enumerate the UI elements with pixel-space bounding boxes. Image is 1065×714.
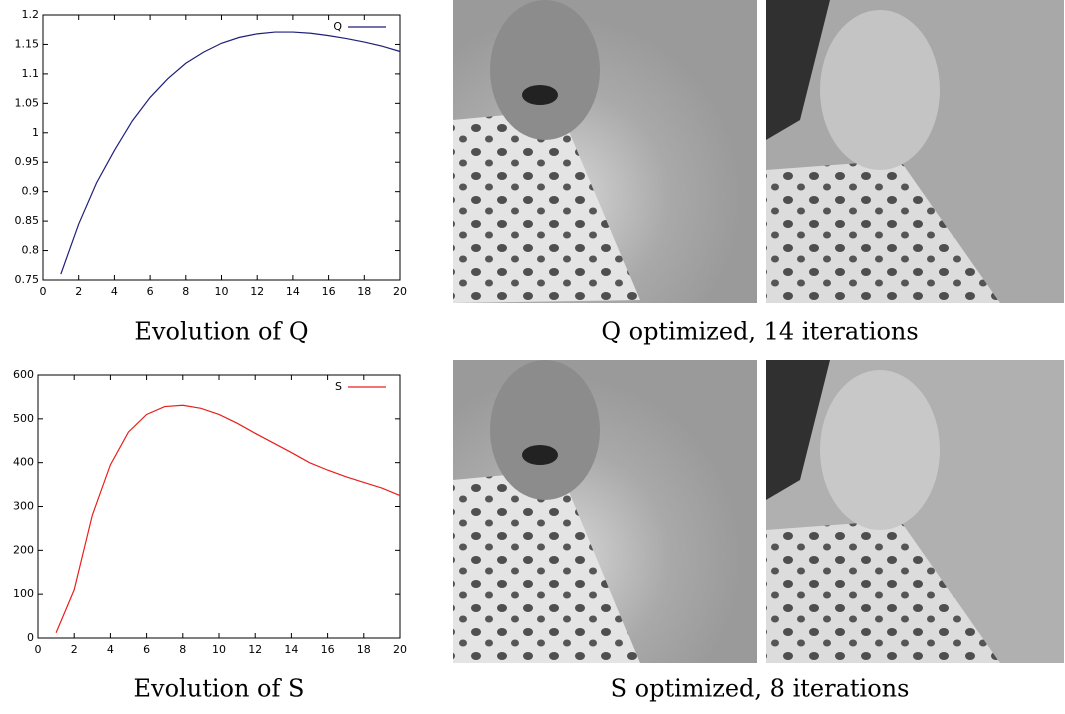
x-tick-label: 6 bbox=[147, 285, 154, 298]
data-line bbox=[60, 31, 401, 275]
photo-panels bbox=[453, 0, 1064, 663]
x-tick-label: 16 bbox=[322, 285, 336, 298]
y-tick-label: 0.95 bbox=[15, 155, 40, 168]
x-tick-label: 12 bbox=[250, 285, 264, 298]
x-tick-label: 14 bbox=[284, 643, 298, 656]
chart-caption: Evolution of S bbox=[134, 675, 305, 703]
plot-frame bbox=[42, 14, 401, 281]
image-caption: Q optimized, 14 iterations bbox=[601, 318, 918, 346]
x-tick-label: 2 bbox=[71, 643, 78, 656]
photo bbox=[766, 0, 1064, 303]
x-tick-label: 18 bbox=[357, 643, 371, 656]
y-tick-label: 400 bbox=[13, 456, 34, 469]
x-tick-label: 4 bbox=[107, 643, 114, 656]
x-tick-label: 10 bbox=[215, 285, 229, 298]
x-tick-label: 0 bbox=[40, 285, 47, 298]
y-tick-label: 0 bbox=[27, 631, 34, 644]
legend-label: Q bbox=[333, 20, 342, 33]
y-tick-label: 1 bbox=[32, 126, 39, 139]
y-tick-label: 500 bbox=[13, 412, 34, 425]
y-tick-label: 1.1 bbox=[22, 67, 40, 80]
y-tick-label: 0.9 bbox=[22, 185, 40, 198]
x-tick-label: 18 bbox=[357, 285, 371, 298]
x-tick-label: 20 bbox=[393, 643, 407, 656]
data-line bbox=[55, 404, 401, 633]
chart-caption: Evolution of Q bbox=[134, 318, 308, 346]
x-tick-label: 2 bbox=[75, 285, 82, 298]
x-tick-label: 10 bbox=[212, 643, 226, 656]
y-tick-label: 600 bbox=[13, 368, 34, 381]
legend-label: S bbox=[335, 380, 342, 393]
x-tick-label: 6 bbox=[143, 643, 150, 656]
x-tick-label: 20 bbox=[393, 285, 407, 298]
x-tick-label: 14 bbox=[286, 285, 300, 298]
photo bbox=[453, 360, 757, 663]
x-tick-label: 4 bbox=[111, 285, 118, 298]
y-tick-label: 1.2 bbox=[22, 8, 40, 21]
y-tick-label: 300 bbox=[13, 500, 34, 513]
x-tick-label: 8 bbox=[182, 285, 189, 298]
image-caption: S optimized, 8 iterations bbox=[611, 675, 910, 703]
y-tick-label: 0.8 bbox=[22, 244, 40, 257]
x-tick-label: 8 bbox=[179, 643, 186, 656]
y-tick-label: 100 bbox=[13, 587, 34, 600]
y-tick-label: 0.75 bbox=[15, 273, 40, 286]
y-tick-label: 1.15 bbox=[15, 37, 40, 50]
x-tick-label: 16 bbox=[321, 643, 335, 656]
y-tick-label: 200 bbox=[13, 543, 34, 556]
y-tick-label: 0.85 bbox=[15, 214, 40, 227]
x-tick-label: 12 bbox=[248, 643, 262, 656]
photo bbox=[453, 0, 757, 303]
x-tick-label: 0 bbox=[35, 643, 42, 656]
photo bbox=[766, 360, 1064, 663]
y-tick-label: 1.05 bbox=[15, 96, 40, 109]
